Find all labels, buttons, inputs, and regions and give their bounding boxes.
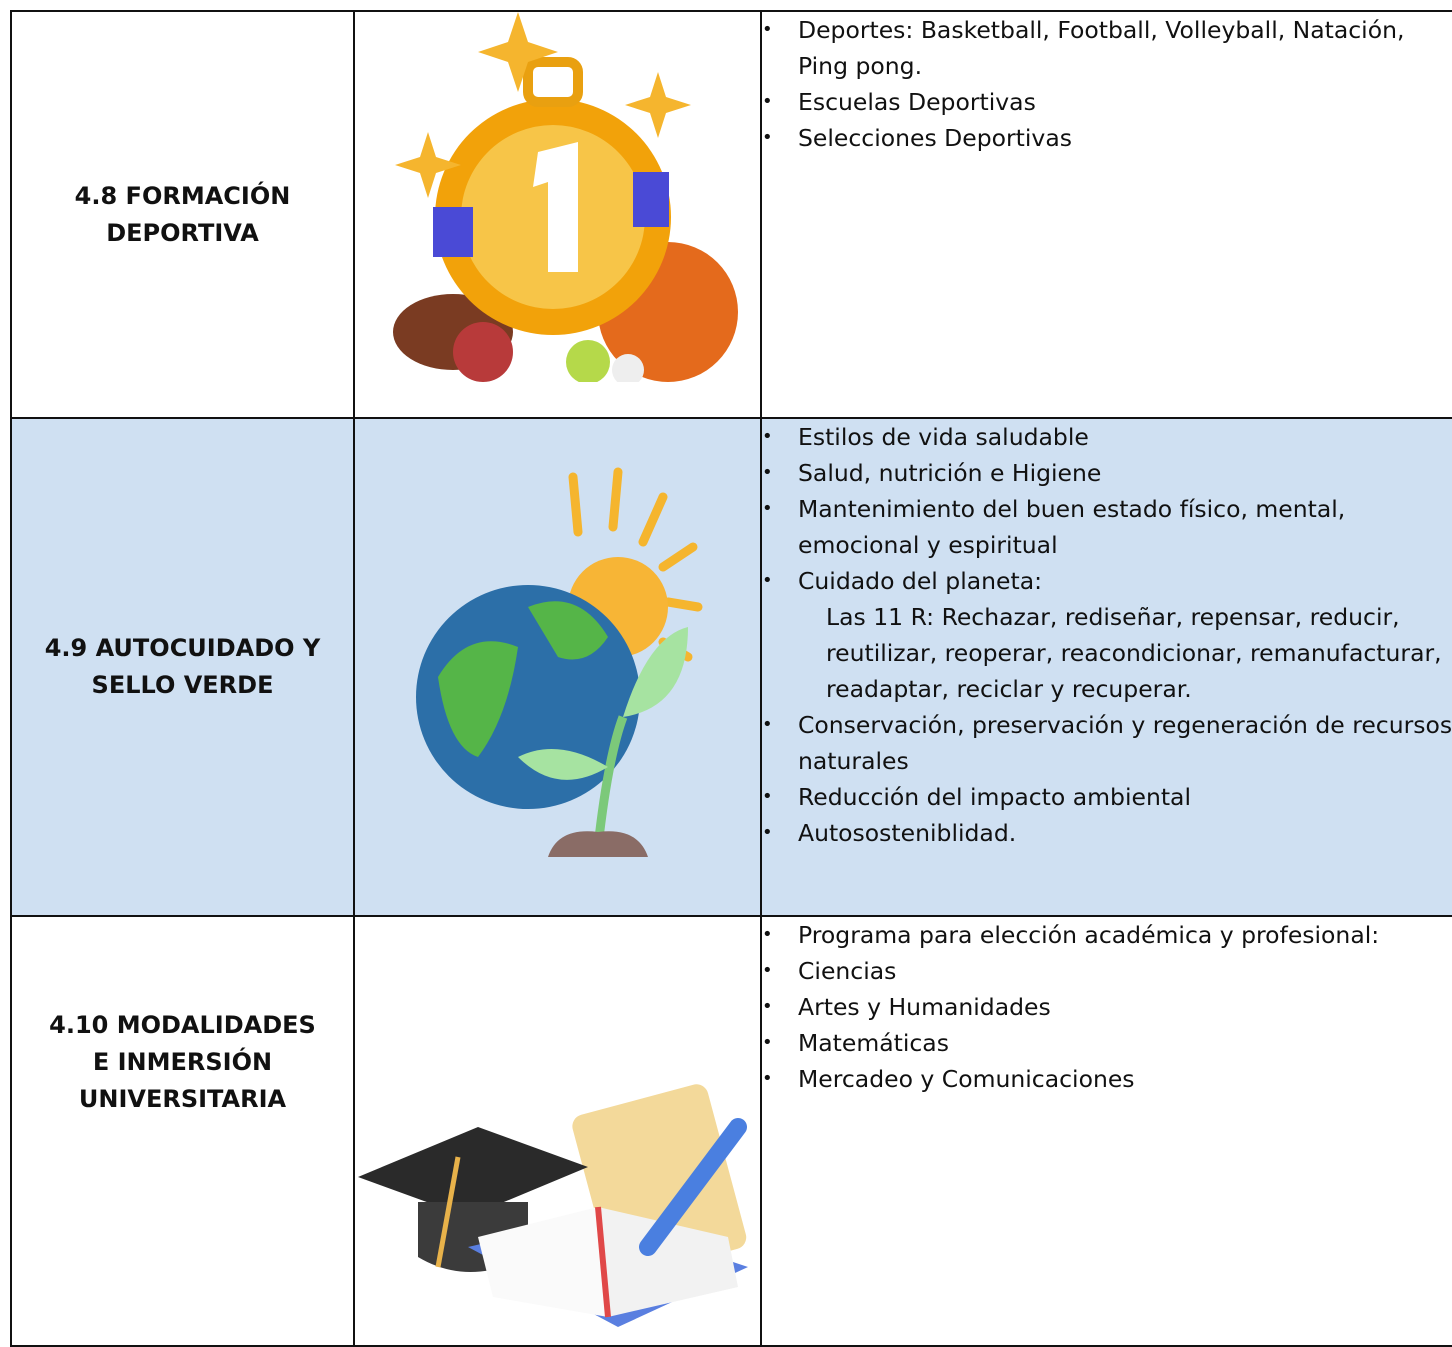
item-text: Deportes: Basketball, Football, Volleyba… [798,16,1405,80]
list-item: Estilos de vida saludable [762,419,1452,455]
list-item: Mercadeo y Comunicaciones [762,1061,1452,1097]
list-item: Programa para elección académica y profe… [762,917,1452,953]
item-text: Reducción del impacto ambiental [798,783,1191,811]
list-item: Matemáticas [762,1025,1452,1061]
item-text: Matemáticas [798,1029,949,1057]
list-item: Salud, nutrición e Higiene [762,455,1452,491]
item-text: Salud, nutrición e Higiene [798,459,1102,487]
cell [353,915,762,1347]
item-text: Mantenimiento del buen estado físico, me… [798,495,1346,559]
list-item: Escuelas Deportivas [762,84,1452,120]
row-title: 4.10 MODALIDADES E INMERSIÓN UNIVERSITAR… [49,1011,316,1113]
list-item: Conservación, preservación y regeneració… [762,707,1452,779]
list-item: Deportes: Basketball, Football, Volleyba… [762,12,1452,84]
cell: Deportes: Basketball, Football, Volleyba… [760,10,1452,419]
cell: 4.9 AUTOCUIDADO Y SELLO VERDE [10,417,355,917]
item-list: Deportes: Basketball, Football, Volleyba… [762,12,1452,156]
item-text: Selecciones Deportivas [798,124,1072,152]
row-title: 4.9 AUTOCUIDADO Y SELLO VERDE [44,634,321,699]
list-item: Ciencias [762,953,1452,989]
item-text: Estilos de vida saludable [798,423,1089,451]
row: 4.9 AUTOCUIDADO Y SELLO VERDE Estilos de… [10,417,1452,917]
list-item: Autososteniblidad. [762,815,1452,851]
item-text: Cuidado del planeta: [798,567,1043,595]
item-text: Artes y Humanidades [798,993,1051,1021]
cell: 4.10 MODALIDADES E INMERSIÓN UNIVERSITAR… [10,915,355,1347]
item-list: Estilos de vida saludable Salud, nutrició… [762,419,1452,851]
item-text: Conservación, preservación y regeneració… [798,711,1452,775]
cell: 4.8 FORMACIÓN DEPORTIVA [10,10,355,419]
row: 4.10 MODALIDADES E INMERSIÓN UNIVERSITAR… [10,915,1452,1347]
list-item: Reducción del impacto ambiental [762,779,1452,815]
cell: Estilos de vida saludable Salud, nutrició… [760,417,1452,917]
list-item: Artes y Humanidades [762,989,1452,1025]
item-text: Autososteniblidad. [798,819,1017,847]
item-text: Ciencias [798,957,897,985]
row-title: 4.8 FORMACIÓN DEPORTIVA [74,181,291,247]
item-text: Programa para elección académica y profe… [798,921,1380,949]
sports-illustration [392,12,738,382]
row: 4.8 FORMACIÓN DEPORTIVA Deportes: Basket… [10,10,1452,419]
cell [353,417,762,917]
item-list: Programa para elección académica y profe… [762,917,1452,1097]
list-item: Selecciones Deportivas [762,120,1452,156]
list-item: Mantenimiento del buen estado físico, me… [762,491,1452,563]
education-illustration [357,1084,748,1327]
list-item: Cuidado del planeta: Las 11 R: Rechazar, … [762,563,1452,707]
item-text: Escuelas Deportivas [798,88,1036,116]
item-text: Mercadeo y Comunicaciones [798,1065,1135,1093]
program-table: 4.8 FORMACIÓN DEPORTIVA Deportes: Basket… [10,10,1452,1347]
planet-illustration [415,467,702,857]
cell: Programa para elección académica y profe… [760,915,1452,1347]
item-note: Las 11 R: Rechazar, rediseñar, repensar,… [826,603,1442,703]
cell [353,10,762,419]
